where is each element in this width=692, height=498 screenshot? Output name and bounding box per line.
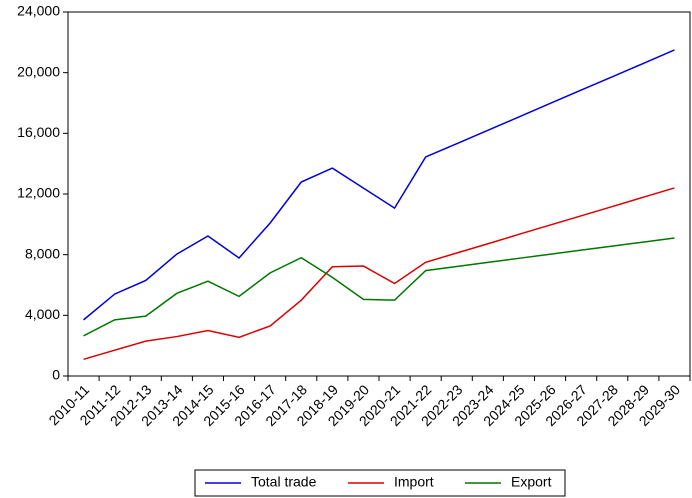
y-tick-label: 24,000 [17, 3, 60, 19]
series-line [83, 187, 675, 361]
series-line [83, 49, 675, 321]
legend-label: Total trade [251, 474, 317, 490]
legend-label: Import [394, 474, 434, 490]
y-tick-label: 8,000 [25, 245, 60, 261]
y-tick-label: 16,000 [17, 124, 60, 140]
y-tick-label: 4,000 [25, 306, 60, 322]
plot-frame [67, 11, 691, 377]
legend-label: Export [511, 474, 552, 490]
series-line [83, 237, 675, 337]
y-tick-label: 20,000 [17, 63, 60, 79]
y-tick-label: 12,000 [17, 185, 60, 201]
y-tick-label: 0 [52, 367, 60, 383]
